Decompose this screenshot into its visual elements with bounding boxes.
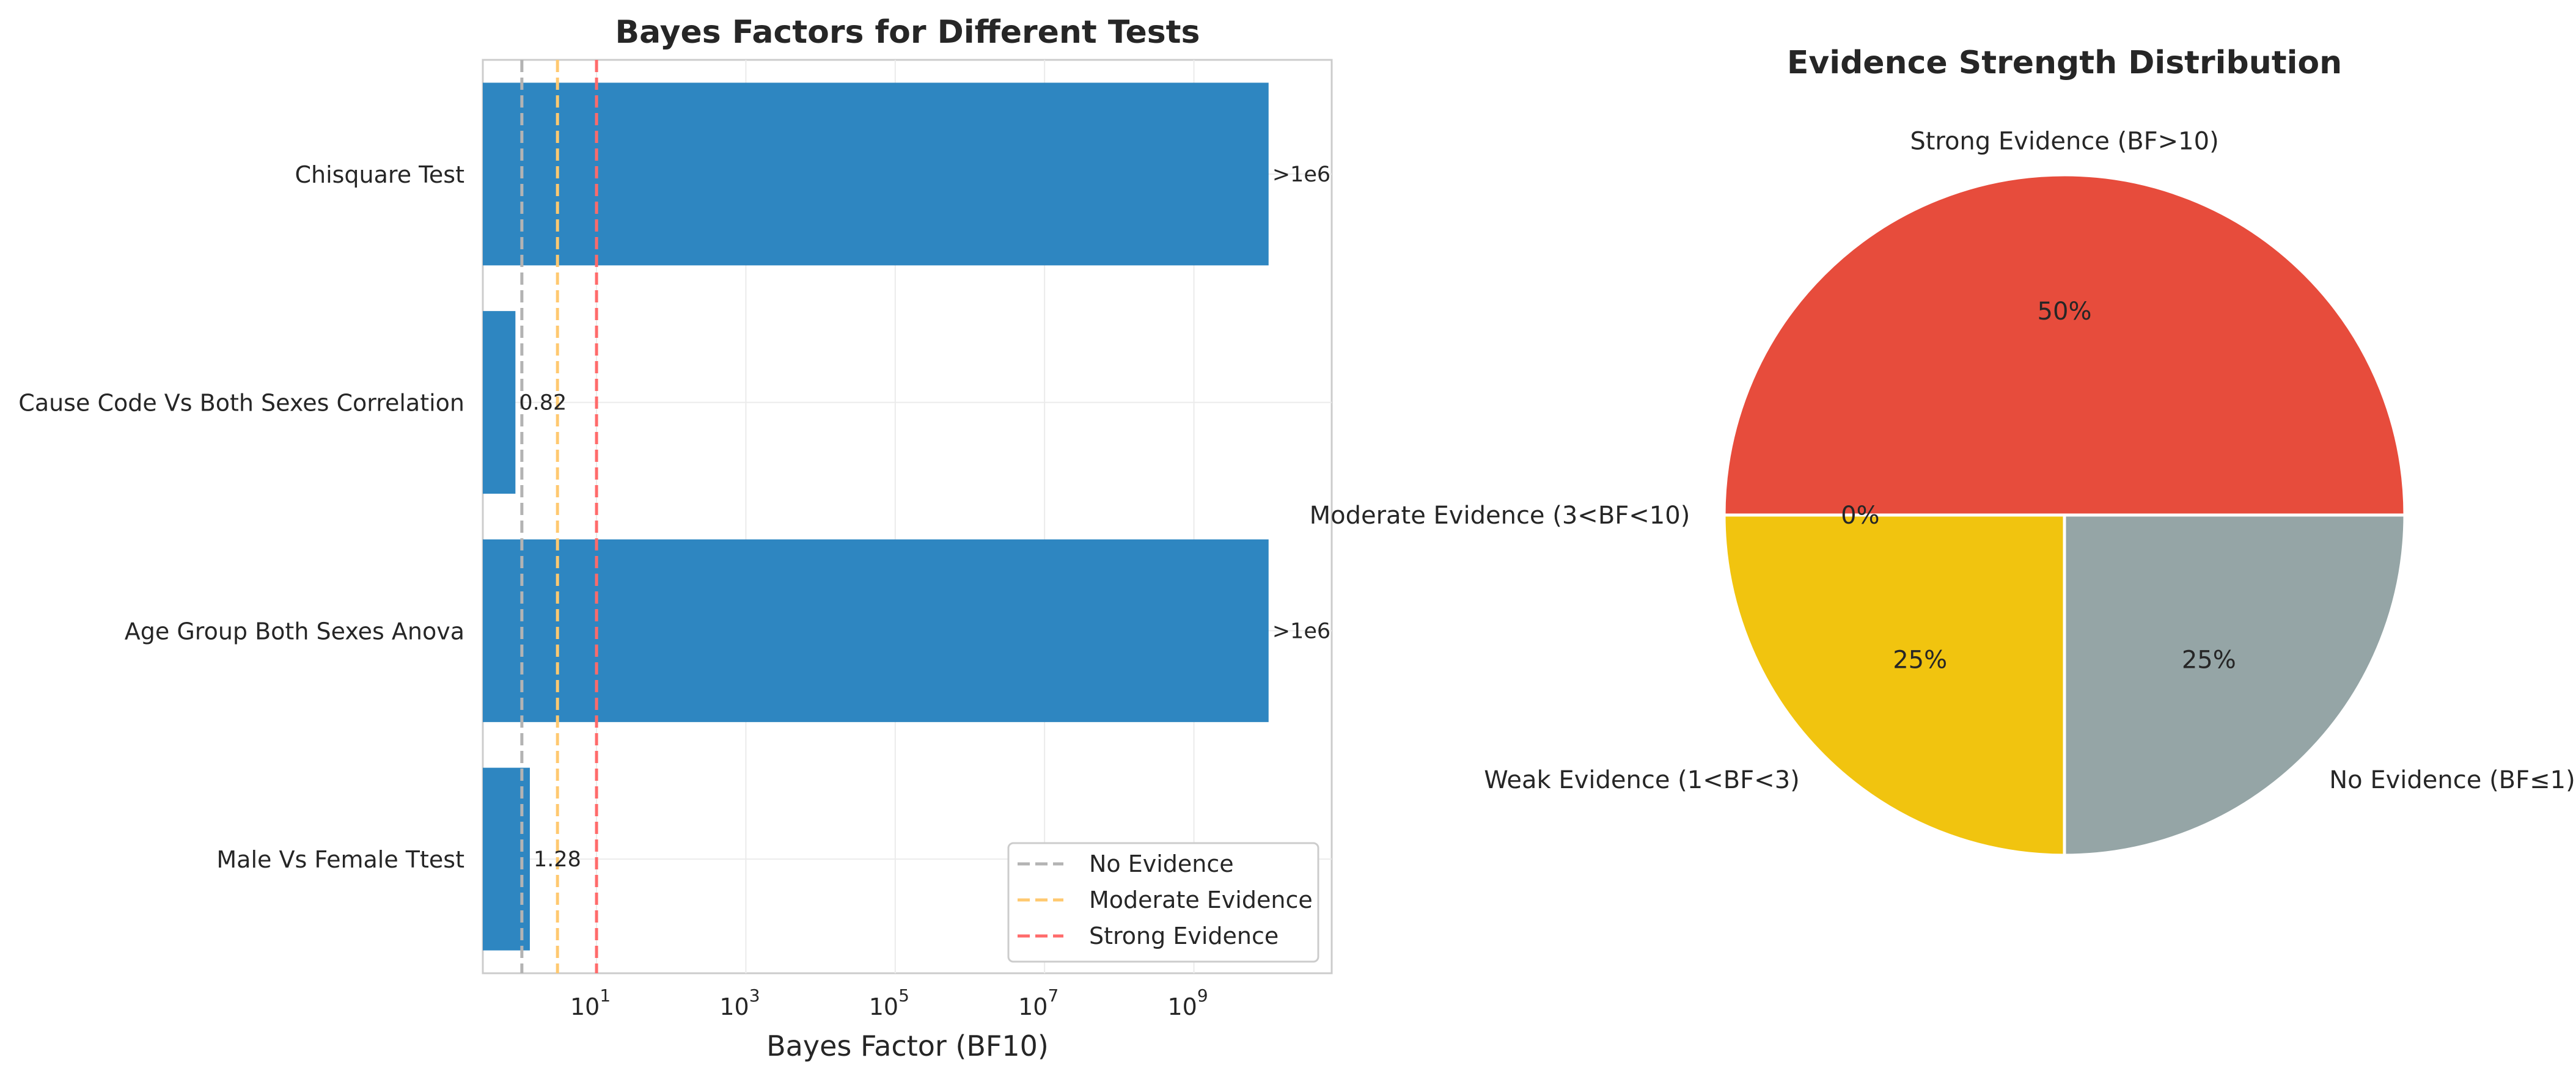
legend-label: Strong Evidence	[1089, 923, 1279, 949]
legend: No Evidence Moderate Evidence Strong Evide…	[1007, 842, 1319, 963]
legend-label: No Evidence	[1089, 850, 1234, 877]
y-tick-label: Male Vs Female Ttest	[216, 846, 464, 873]
pie-percent-label: 0%	[1841, 502, 1879, 530]
pie-slice-label: Strong Evidence (BF>10)	[1910, 127, 2218, 155]
pie-slice-labels: Strong Evidence (BF>10) Moderate Evidence…	[1310, 127, 2575, 794]
bar-chart-title: Bayes Factors for Different Tests	[615, 14, 1200, 51]
legend-box	[1007, 842, 1319, 963]
pie-slice-label: Moderate Evidence (3<BF<10)	[1310, 502, 1690, 530]
legend-items: No Evidence Moderate Evidence Strong Evide…	[1018, 850, 1313, 949]
bar-value-label: >1e6	[1272, 619, 1330, 643]
y-tick-label: Chisquare Test	[295, 161, 464, 188]
pie-slice	[2063, 513, 2407, 857]
y-tick-labels: Chisquare Test Cause Code Vs Both Sexes C…	[18, 161, 464, 873]
x-axis-label: Bayes Factor (BF10)	[766, 1029, 1049, 1062]
pie-percent-label: 50%	[2038, 298, 2092, 326]
y-tick-label: Age Group Both Sexes Anova	[125, 618, 464, 645]
bars	[483, 82, 1269, 951]
bar-value-label: >1e6	[1272, 163, 1330, 187]
bar	[483, 82, 1269, 266]
pie-percent-labels: 50% 0% 25% 25%	[1841, 298, 2236, 674]
pie-percent-label: 25%	[2182, 646, 2236, 674]
reference-lines	[520, 60, 598, 973]
bar-data-labels: >1e6 0.82 >1e6 1.28	[519, 163, 1330, 872]
pie-slice	[1722, 173, 2407, 517]
pie-slice	[1722, 513, 2066, 857]
bar	[483, 311, 516, 494]
pie-chart: Evidence Strength Distribution Strong Ev…	[1310, 45, 2575, 857]
pie-chart-title: Evidence Strength Distribution	[1787, 45, 2342, 81]
bar-value-label: 1.28	[534, 847, 581, 872]
pie-percent-label: 25%	[1893, 646, 1947, 674]
bar-value-label: 0.82	[519, 391, 567, 415]
bar	[483, 539, 1269, 722]
y-tick-label: Cause Code Vs Both Sexes Correlation	[18, 390, 464, 417]
bar-chart: Bayes Factors for Different Tests >1e6 0.…	[18, 14, 1333, 1062]
pie-slices	[1722, 173, 2407, 857]
legend-label: Moderate Evidence	[1089, 886, 1313, 913]
pie-slice-label: No Evidence (BF≤1)	[2329, 766, 2575, 794]
pie-slice-label: Weak Evidence (1<BF<3)	[1484, 766, 1800, 794]
